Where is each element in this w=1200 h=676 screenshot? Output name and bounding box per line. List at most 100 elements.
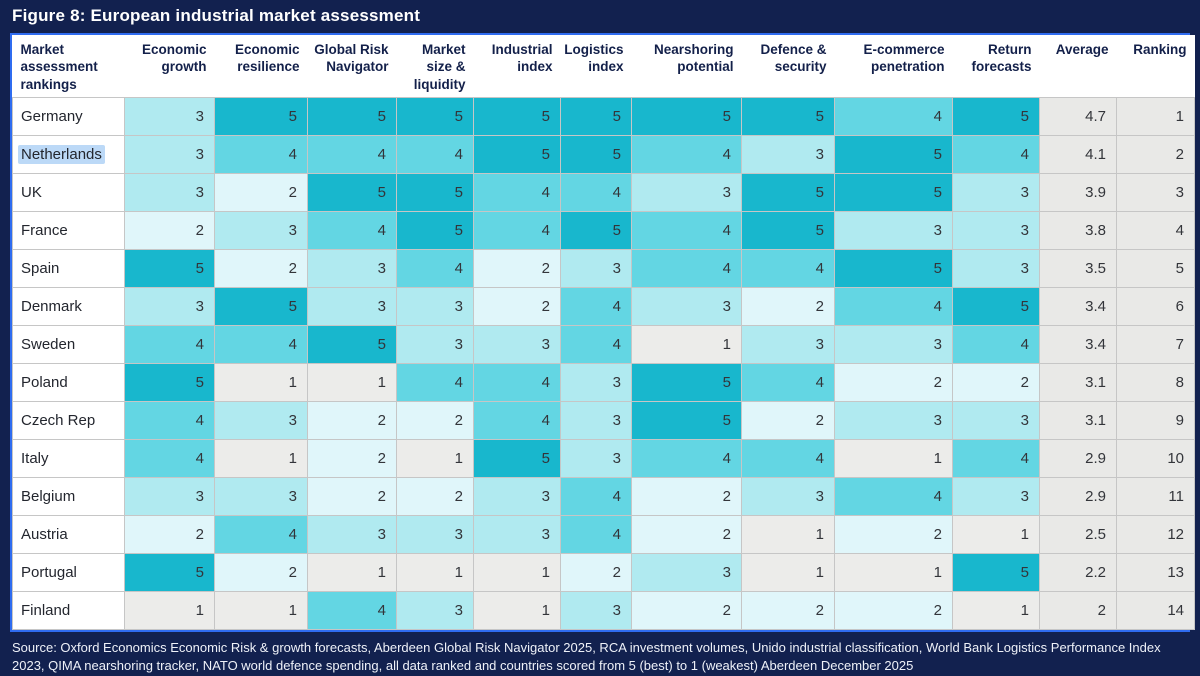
score-cell-e-commerce-penetration: 3 xyxy=(834,400,953,440)
score-cell-return-forecasts: 4 xyxy=(952,324,1040,364)
country-label: Czech Rep xyxy=(21,411,96,429)
country-label: France xyxy=(21,221,68,239)
score-cell-defence-security: 2 xyxy=(741,590,835,630)
score-cell-economic-resilience: 4 xyxy=(214,324,308,364)
column-header-industrial-index: Industrial index xyxy=(473,35,561,98)
score-cell-nearshoring-potential: 3 xyxy=(631,286,742,326)
country-label: Poland xyxy=(21,373,68,391)
score-cell-return-forecasts: 1 xyxy=(952,590,1040,630)
ranking-cell: 13 xyxy=(1116,552,1195,592)
table-row-czech-rep: Czech Rep 4 3 2 2 4 3 5 2 3 3 3.1 9 xyxy=(12,400,1195,440)
score-cell-defence-security: 4 xyxy=(741,362,835,402)
column-header-defence-security: Defence & security xyxy=(741,35,835,98)
score-cell-economic-growth: 1 xyxy=(124,590,215,630)
score-cell-e-commerce-penetration: 3 xyxy=(834,324,953,364)
score-cell-economic-growth: 3 xyxy=(124,134,215,174)
score-cell-market-size-liquidity: 2 xyxy=(396,476,474,516)
score-cell-global-risk-navigator: 5 xyxy=(307,172,397,212)
score-cell-economic-growth: 2 xyxy=(124,210,215,250)
table-row-austria: Austria 2 4 3 3 3 4 2 1 2 1 2.5 12 xyxy=(12,514,1195,554)
score-cell-industrial-index: 3 xyxy=(473,476,561,516)
column-header-nearshoring-potential: Nearshoring potential xyxy=(631,35,742,98)
score-cell-economic-resilience: 2 xyxy=(214,552,308,592)
score-cell-industrial-index: 5 xyxy=(473,134,561,174)
average-cell: 3.1 xyxy=(1039,362,1117,402)
score-cell-economic-resilience: 5 xyxy=(214,286,308,326)
score-cell-economic-resilience: 1 xyxy=(214,438,308,478)
column-header-market-assessment-rankings: Market assessment rankings xyxy=(12,35,125,98)
score-cell-return-forecasts: 3 xyxy=(952,400,1040,440)
average-cell: 2.2 xyxy=(1039,552,1117,592)
score-cell-logistics-index: 3 xyxy=(560,400,632,440)
score-cell-nearshoring-potential: 2 xyxy=(631,514,742,554)
score-cell-nearshoring-potential: 2 xyxy=(631,590,742,630)
score-cell-market-size-liquidity: 4 xyxy=(396,362,474,402)
score-cell-economic-growth: 4 xyxy=(124,400,215,440)
score-cell-return-forecasts: 5 xyxy=(952,96,1040,136)
country-cell: Italy xyxy=(12,438,125,478)
score-cell-market-size-liquidity: 1 xyxy=(396,552,474,592)
country-label: Finland xyxy=(21,601,71,619)
ranking-cell: 5 xyxy=(1116,248,1195,288)
column-header-global-risk-navigator: Global Risk Navigator xyxy=(307,35,397,98)
score-cell-economic-growth: 5 xyxy=(124,362,215,402)
ranking-cell: 6 xyxy=(1116,286,1195,326)
country-label: UK xyxy=(21,183,42,201)
table-row-germany: Germany 3 5 5 5 5 5 5 5 4 5 4.7 1 xyxy=(12,96,1195,136)
score-cell-economic-resilience: 1 xyxy=(214,590,308,630)
score-cell-global-risk-navigator: 3 xyxy=(307,514,397,554)
score-cell-nearshoring-potential: 3 xyxy=(631,172,742,212)
score-cell-defence-security: 3 xyxy=(741,324,835,364)
column-header-e-commerce-penetration: E-commerce penetration xyxy=(834,35,953,98)
assessment-table-container: Market assessment rankings Economic growt… xyxy=(10,33,1195,632)
score-cell-e-commerce-penetration: 4 xyxy=(834,476,953,516)
average-cell: 3.5 xyxy=(1039,248,1117,288)
score-cell-industrial-index: 4 xyxy=(473,400,561,440)
score-cell-industrial-index: 2 xyxy=(473,286,561,326)
ranking-cell: 4 xyxy=(1116,210,1195,250)
country-label: Italy xyxy=(21,449,49,467)
table-row-italy: Italy 4 1 2 1 5 3 4 4 1 4 2.9 10 xyxy=(12,438,1195,478)
table-row-france: France 2 3 4 5 4 5 4 5 3 3 3.8 4 xyxy=(12,210,1195,250)
average-cell: 2.5 xyxy=(1039,514,1117,554)
score-cell-logistics-index: 3 xyxy=(560,438,632,478)
score-cell-e-commerce-penetration: 4 xyxy=(834,286,953,326)
score-cell-defence-security: 1 xyxy=(741,514,835,554)
average-cell: 2.9 xyxy=(1039,438,1117,478)
ranking-cell: 14 xyxy=(1116,590,1195,630)
average-cell: 4.7 xyxy=(1039,96,1117,136)
column-header-logistics-index: Logistics index xyxy=(560,35,632,98)
score-cell-defence-security: 2 xyxy=(741,286,835,326)
country-label: Austria xyxy=(21,525,68,543)
table-row-sweden: Sweden 4 4 5 3 3 4 1 3 3 4 3.4 7 xyxy=(12,324,1195,364)
score-cell-nearshoring-potential: 5 xyxy=(631,362,742,402)
score-cell-economic-resilience: 5 xyxy=(214,96,308,136)
country-cell: Netherlands xyxy=(12,134,125,174)
score-cell-market-size-liquidity: 4 xyxy=(396,134,474,174)
column-header-return-forecasts: Return forecasts xyxy=(952,35,1040,98)
score-cell-e-commerce-penetration: 1 xyxy=(834,552,953,592)
score-cell-economic-growth: 3 xyxy=(124,476,215,516)
score-cell-global-risk-navigator: 4 xyxy=(307,134,397,174)
ranking-cell: 8 xyxy=(1116,362,1195,402)
country-label: Denmark xyxy=(21,297,82,315)
score-cell-defence-security: 5 xyxy=(741,96,835,136)
score-cell-economic-growth: 4 xyxy=(124,438,215,478)
ranking-cell: 7 xyxy=(1116,324,1195,364)
country-cell: Spain xyxy=(12,248,125,288)
score-cell-market-size-liquidity: 3 xyxy=(396,324,474,364)
country-label: Sweden xyxy=(21,335,76,353)
header-row: Market assessment rankings Economic growt… xyxy=(12,35,1195,98)
score-cell-nearshoring-potential: 4 xyxy=(631,210,742,250)
score-cell-global-risk-navigator: 1 xyxy=(307,552,397,592)
score-cell-e-commerce-penetration: 5 xyxy=(834,248,953,288)
score-cell-global-risk-navigator: 5 xyxy=(307,96,397,136)
score-cell-industrial-index: 2 xyxy=(473,248,561,288)
country-label: Spain xyxy=(21,259,60,277)
score-cell-global-risk-navigator: 2 xyxy=(307,400,397,440)
score-cell-industrial-index: 4 xyxy=(473,210,561,250)
score-cell-return-forecasts: 3 xyxy=(952,476,1040,516)
score-cell-industrial-index: 1 xyxy=(473,590,561,630)
score-cell-economic-resilience: 4 xyxy=(214,514,308,554)
average-cell: 3.8 xyxy=(1039,210,1117,250)
